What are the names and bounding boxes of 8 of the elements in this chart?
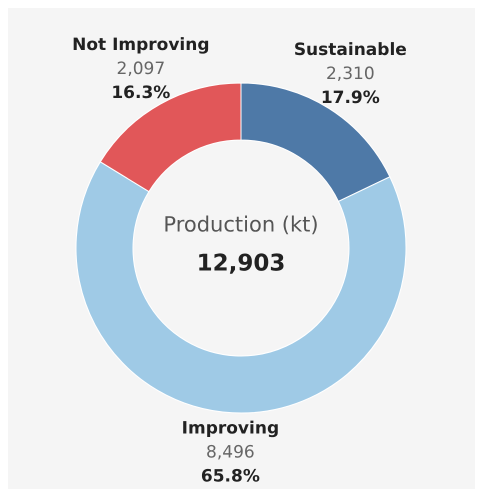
slice-label: Not Improving bbox=[72, 34, 210, 55]
text: Production (kt) bbox=[163, 212, 319, 237]
data-label: 2,097 16.3% bbox=[111, 58, 170, 103]
slice-label: Sustainable bbox=[294, 40, 407, 60]
text: 12,903 bbox=[196, 250, 286, 276]
data-label: 8,496 65.8% bbox=[200, 442, 260, 486]
slice-label: Improving bbox=[182, 418, 280, 438]
data-label: 2,310 17.9% bbox=[320, 64, 380, 108]
